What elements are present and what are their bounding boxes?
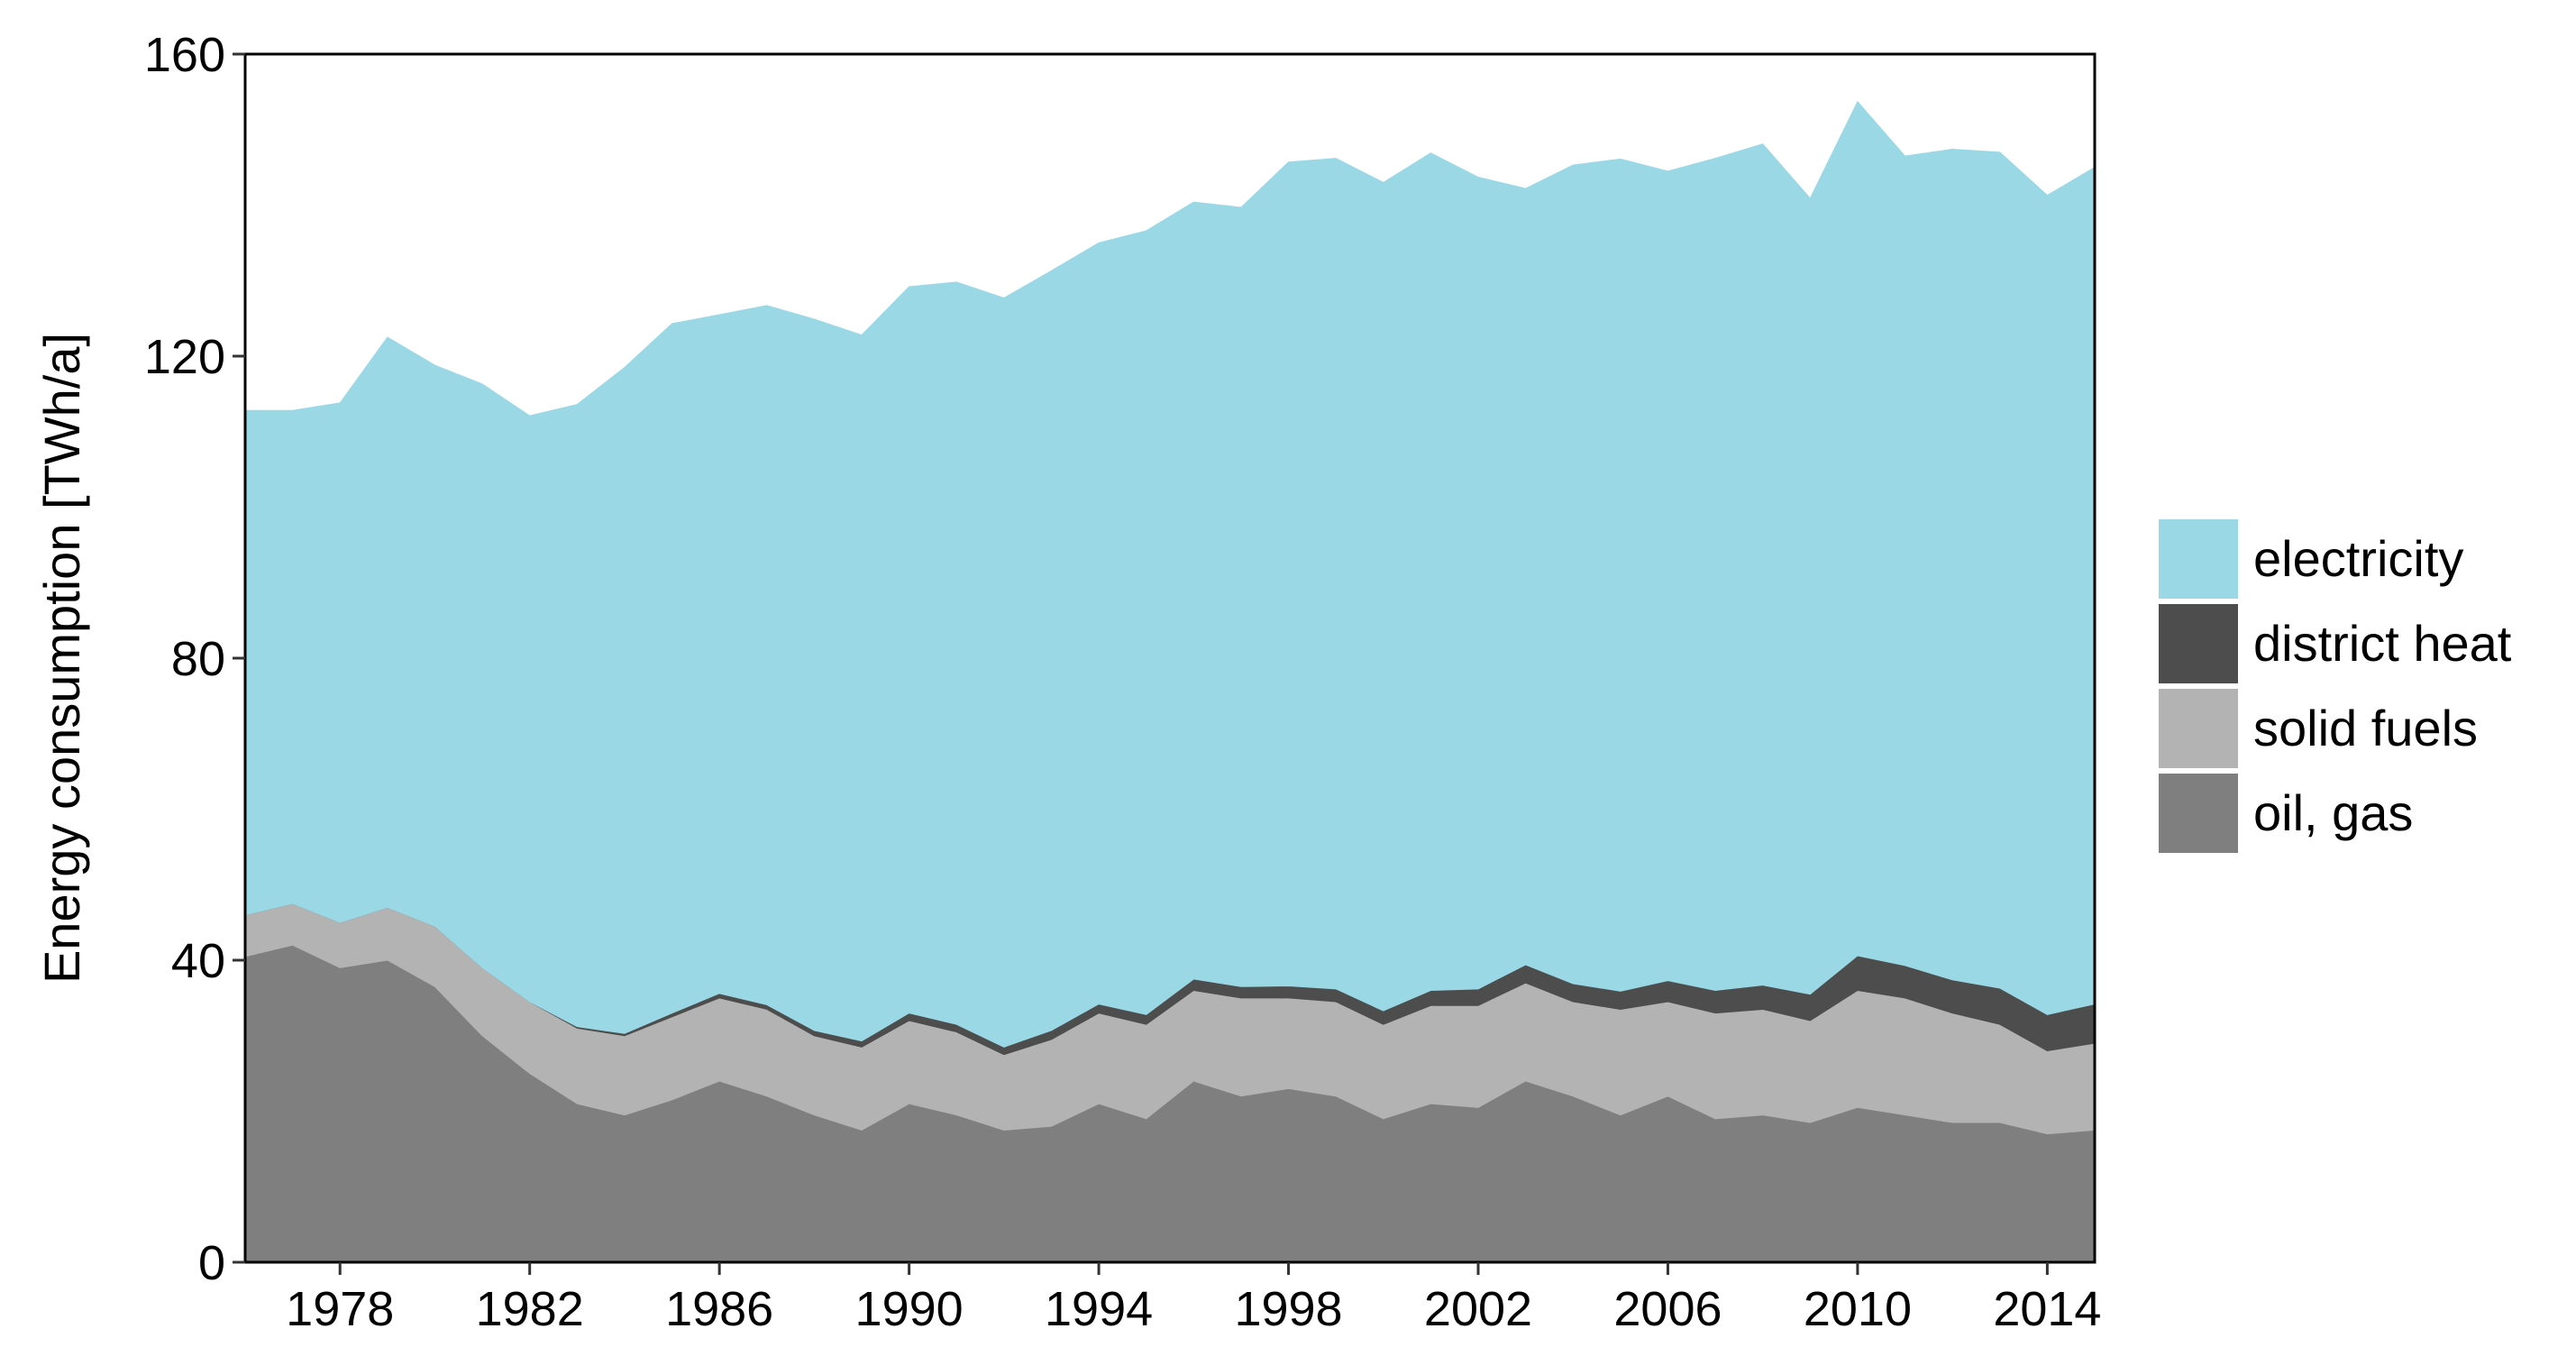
x-tick-label: 1998 <box>1234 1282 1342 1336</box>
legend-key-oil-gas <box>2159 774 2238 853</box>
x-tick-label: 1994 <box>1045 1282 1153 1336</box>
x-tick-label: 1978 <box>286 1282 394 1336</box>
legend: electricity district heat solid fuels oil, … <box>2159 519 2512 853</box>
x-tick-label: 1982 <box>476 1282 584 1336</box>
y-tick-label: 0 <box>198 1236 225 1290</box>
legend-label-district-heat: district heat <box>2253 615 2512 672</box>
y-tick-label: 80 <box>171 632 225 686</box>
x-tick-label: 2010 <box>1804 1282 1912 1336</box>
legend-label-oil-gas: oil, gas <box>2253 784 2413 841</box>
x-tick-label: 2006 <box>1613 1282 1722 1336</box>
y-axis-label: Energy consumption [TWh/a] <box>33 333 90 984</box>
x-tick-label: 2002 <box>1424 1282 1532 1336</box>
x-axis: 1978 1982 1986 1990 1994 1998 2002 2006 2010 2014 <box>286 1262 2101 1336</box>
y-axis: 0 40 80 120 160 <box>144 28 245 1290</box>
x-tick-label: 1990 <box>855 1282 964 1336</box>
legend-label-solid-fuels: solid fuels <box>2253 700 2478 756</box>
x-tick-label: 1986 <box>665 1282 773 1336</box>
x-tick-label: 2014 <box>1993 1282 2101 1336</box>
y-tick-label: 40 <box>171 934 225 988</box>
area-electricity <box>244 100 2096 1048</box>
legend-key-solid-fuels <box>2159 689 2238 768</box>
area-layer <box>244 100 2096 1263</box>
legend-key-district-heat <box>2159 604 2238 683</box>
y-tick-label: 160 <box>144 28 225 82</box>
y-tick-label: 120 <box>144 330 225 384</box>
legend-label-electricity: electricity <box>2253 530 2463 587</box>
legend-key-electricity <box>2159 519 2238 599</box>
